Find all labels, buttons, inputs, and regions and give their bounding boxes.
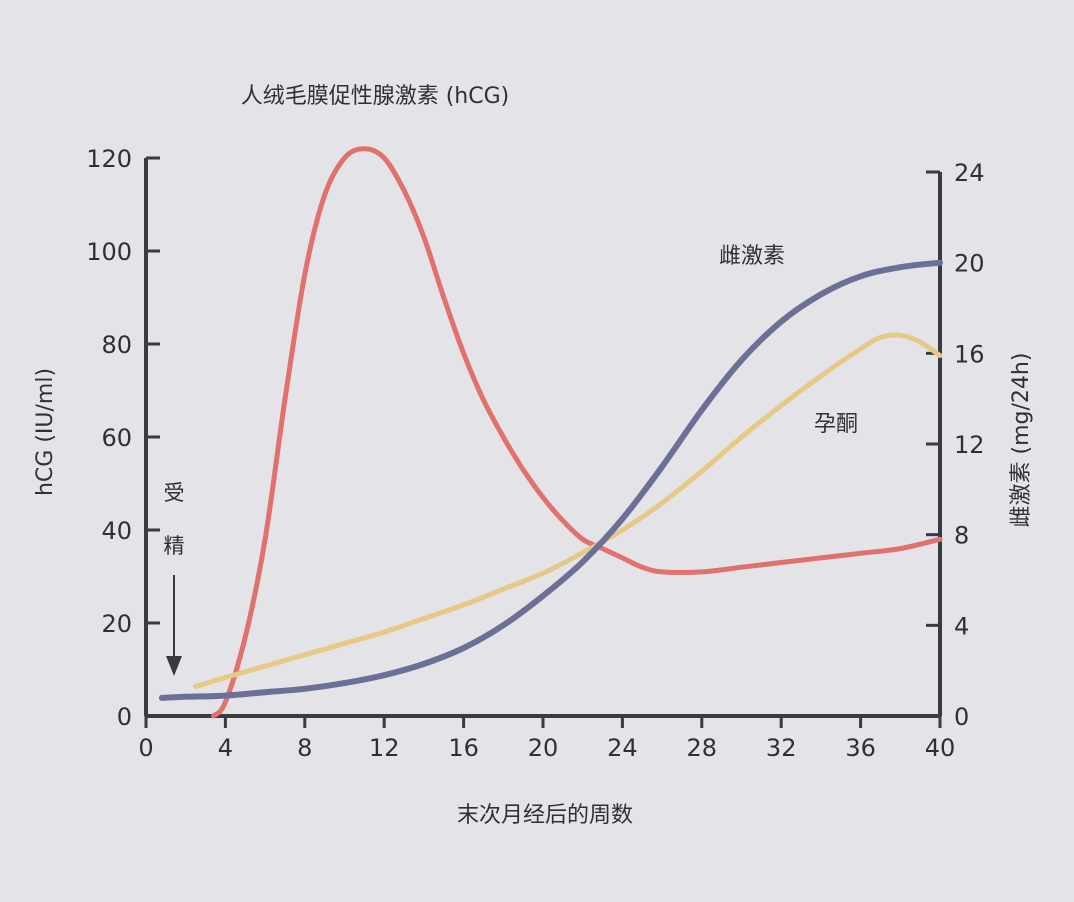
annotation-arrow-head (166, 656, 182, 676)
right-tick-label: 16 (954, 340, 985, 368)
x-axis-ticks: 0 4 8 12 16 20 24 28 32 36 40 (138, 716, 955, 762)
progesterone-curve (193, 332, 943, 689)
fertilization-annotation: 受 精 (164, 481, 185, 676)
x-tick-label: 36 (845, 734, 876, 762)
left-axis-ticks: 0 20 40 60 80 100 120 (86, 145, 160, 731)
left-tick-label: 40 (101, 517, 132, 545)
x-axis-title: 末次月经后的周数 (457, 803, 633, 828)
x-tick-label: 8 (297, 734, 312, 762)
x-tick-label: 28 (687, 734, 718, 762)
annotation-text-2: 精 (164, 534, 185, 558)
hcg-curve (211, 146, 943, 719)
x-tick-label: 4 (218, 734, 233, 762)
right-tick-label: 24 (954, 159, 985, 187)
right-tick-label: 0 (954, 703, 969, 731)
left-tick-label: 20 (101, 610, 132, 638)
x-tick-label: 12 (369, 734, 400, 762)
x-tick-label: 32 (766, 734, 797, 762)
y-axis-title-right: 雌激素 (mg/24h) (1009, 353, 1034, 528)
x-tick-label: 16 (448, 734, 479, 762)
left-tick-label: 80 (101, 331, 132, 359)
x-tick-label: 24 (607, 734, 638, 762)
right-tick-label: 12 (954, 431, 985, 459)
left-tick-label: 100 (86, 238, 132, 266)
y-axis-title-left: hCG (IU/ml) (33, 368, 58, 496)
estrogen-curve (158, 259, 943, 701)
axes (144, 158, 942, 718)
progesterone-label: 孕酮 (814, 412, 858, 437)
series-layer (158, 146, 943, 719)
chart-title: 人绒毛膜促性腺激素 (hCG) (241, 84, 510, 109)
x-tick-label: 0 (138, 734, 153, 762)
left-tick-label: 0 (117, 703, 132, 731)
x-tick-label: 40 (925, 734, 956, 762)
left-tick-label: 120 (86, 145, 132, 173)
estrogen-label: 雌激素 (719, 244, 785, 269)
right-tick-label: 4 (954, 612, 969, 640)
annotation-text-1: 受 (164, 481, 185, 505)
right-tick-label: 8 (954, 522, 969, 550)
right-axis-ticks: 0 4 8 12 16 20 24 (926, 159, 985, 731)
left-tick-label: 60 (101, 424, 132, 452)
x-tick-label: 20 (528, 734, 559, 762)
right-tick-label: 20 (954, 250, 985, 278)
